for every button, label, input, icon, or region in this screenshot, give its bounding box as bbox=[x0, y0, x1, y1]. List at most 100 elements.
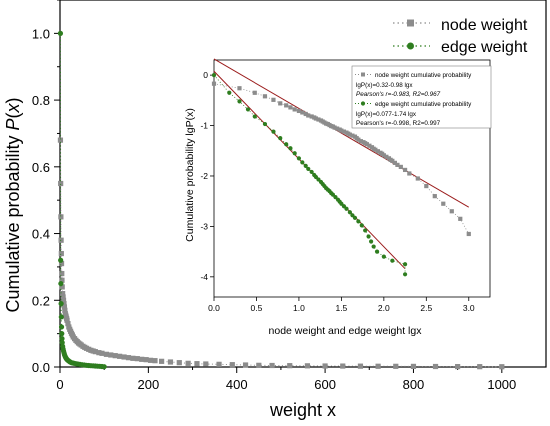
main-point-edge-weight bbox=[58, 301, 64, 307]
inset-x-tick-label: 1.5 bbox=[335, 303, 347, 313]
main-point-edge-weight bbox=[59, 331, 65, 337]
inset-point-node-weight-cumulative-probability bbox=[313, 116, 319, 121]
main-point-node-weight bbox=[176, 360, 182, 366]
inset-point-edge-weight-cumulative-probability bbox=[402, 272, 408, 277]
inset-point-edge-weight-cumulative-probability bbox=[288, 146, 293, 151]
inset-point-edge-weight-cumulative-probability bbox=[237, 99, 242, 104]
main-legend-item-node-weight: node weight bbox=[393, 17, 528, 34]
main-y-axis-label: Cumulative probability P(x) bbox=[3, 97, 23, 312]
inset-series-edge-weight bbox=[211, 73, 408, 277]
main-y-axis-label-var: x bbox=[3, 102, 23, 113]
inset-point-edge-weight-cumulative-probability bbox=[356, 219, 361, 224]
main-point-node-weight bbox=[99, 350, 105, 356]
inset-point-node-weight-cumulative-probability bbox=[402, 167, 408, 173]
main-x-tick-label: 800 bbox=[403, 377, 425, 392]
inset-y-axis: 0 -1 -2 -3 -4 bbox=[200, 70, 214, 282]
inset-point-node-weight-cumulative-probability bbox=[332, 125, 337, 130]
main-point-node-weight bbox=[61, 301, 67, 307]
inset-point-node-weight-cumulative-probability bbox=[375, 149, 381, 154]
main-point-edge-weight bbox=[58, 324, 65, 330]
inset-point-node-weight-cumulative-probability bbox=[292, 107, 297, 112]
inset-point-node-weight-cumulative-probability bbox=[288, 105, 293, 110]
inset-fit-line-node-weight-cumulative-probability bbox=[213, 58, 470, 208]
inset-point-node-weight-cumulative-probability bbox=[466, 231, 471, 237]
main-point-node-weight bbox=[58, 214, 64, 220]
inset-point-node-weight-cumulative-probability bbox=[367, 143, 372, 148]
inset-point-edge-weight-cumulative-probability bbox=[245, 107, 251, 112]
main-x-tick-label: 400 bbox=[226, 377, 248, 392]
main-legend-label-node-weight: node weight bbox=[441, 17, 528, 34]
inset-point-node-weight-cumulative-probability bbox=[458, 216, 463, 221]
inset-point-node-weight-cumulative-probability bbox=[252, 90, 257, 95]
inset-legend-item-node: node weight cumulative probability bbox=[355, 72, 472, 79]
inset-point-edge-weight-cumulative-probability bbox=[300, 160, 305, 165]
inset-point-edge-weight-cumulative-probability bbox=[347, 210, 352, 215]
inset-point-node-weight-cumulative-probability bbox=[347, 132, 352, 137]
inset-x-tick-label: 1.0 bbox=[293, 303, 305, 313]
inset-point-node-weight-cumulative-probability bbox=[373, 147, 378, 152]
main-point-node-weight bbox=[121, 354, 127, 360]
inset-point-edge-weight-cumulative-probability bbox=[402, 262, 408, 267]
inset-y-tick-label: 0 bbox=[203, 70, 208, 80]
inset-point-node-weight-cumulative-probability bbox=[296, 108, 302, 114]
inset-y-axis-label: Cumulative probability lgP(x) bbox=[184, 108, 196, 242]
inset-point-node-weight-cumulative-probability bbox=[358, 139, 364, 144]
inset-point-edge-weight-cumulative-probability bbox=[352, 215, 358, 220]
inset-point-edge-weight-cumulative-probability bbox=[252, 114, 257, 119]
inset-point-node-weight-cumulative-probability bbox=[211, 81, 217, 86]
main-point-node-weight bbox=[147, 357, 154, 363]
inset-point-edge-weight-cumulative-probability bbox=[296, 156, 302, 161]
inset-point-node-weight-cumulative-probability bbox=[356, 137, 361, 142]
main-point-node-weight bbox=[96, 350, 102, 356]
inset-point-node-weight-cumulative-probability bbox=[300, 110, 305, 115]
main-point-node-weight bbox=[59, 284, 65, 290]
main-point-node-weight bbox=[152, 358, 158, 364]
main-series-edge-weight bbox=[57, 30, 107, 370]
main-x-tick-label: 0 bbox=[56, 377, 63, 392]
inset-point-node-weight-cumulative-probability bbox=[395, 162, 400, 167]
main-point-node-weight bbox=[229, 362, 235, 368]
inset-point-node-weight-cumulative-probability bbox=[341, 129, 347, 134]
inset-point-node-weight-cumulative-probability bbox=[339, 128, 344, 133]
inset-point-edge-weight-cumulative-probability bbox=[271, 129, 276, 134]
main-point-node-weight bbox=[92, 349, 98, 355]
inset-legend-box bbox=[351, 65, 492, 129]
inset-point-edge-weight-cumulative-probability bbox=[227, 90, 232, 95]
main-point-node-weight bbox=[58, 250, 64, 257]
inset-point-node-weight-cumulative-probability bbox=[449, 209, 454, 214]
inset-point-edge-weight-cumulative-probability bbox=[211, 73, 217, 78]
inset-point-node-weight-cumulative-probability bbox=[303, 111, 308, 117]
main-y-tick-label: 0.0 bbox=[32, 360, 50, 375]
main-point-node-weight bbox=[112, 353, 118, 359]
main-point-node-weight bbox=[143, 357, 149, 363]
inset-point-node-weight-cumulative-probability bbox=[364, 142, 369, 147]
main-point-edge-weight bbox=[57, 30, 64, 36]
main-point-node-weight bbox=[432, 363, 439, 370]
main-legend-swatch-marker-edge-weight bbox=[407, 42, 414, 50]
main-y-tick-label: 1.0 bbox=[32, 26, 50, 41]
inset-point-node-weight-cumulative-probability bbox=[350, 133, 355, 138]
main-point-edge-weight bbox=[101, 364, 107, 370]
inset-x-tick-label: 0.0 bbox=[208, 303, 220, 313]
inset-y-tick-label: -1 bbox=[200, 121, 208, 131]
inset-series-line-edge-weight-cumulative-probability bbox=[213, 74, 406, 275]
inset-point-node-weight-cumulative-probability bbox=[306, 113, 311, 118]
main-point-node-weight bbox=[269, 362, 275, 369]
inset-legend-swatch-marker-edge bbox=[360, 101, 366, 106]
main-y-tick-label: 0.6 bbox=[32, 160, 50, 175]
inset-legend-item-edge: edge weight cumulative probability bbox=[355, 101, 472, 108]
main-legend-item-edge-weight: edge weight bbox=[393, 39, 528, 56]
inset-point-node-weight-cumulative-probability bbox=[335, 126, 340, 131]
main-point-node-weight bbox=[59, 277, 65, 283]
main-point-node-weight bbox=[59, 270, 65, 277]
inset-point-edge-weight-cumulative-probability bbox=[369, 239, 374, 244]
main-point-node-weight bbox=[61, 304, 68, 310]
inset-point-node-weight-cumulative-probability bbox=[262, 94, 268, 99]
inset-point-edge-weight-cumulative-probability bbox=[359, 223, 364, 228]
main-point-node-weight bbox=[117, 353, 123, 359]
main-y-tick-label: 0.8 bbox=[32, 93, 50, 108]
main-y-axis: 0.0 0.2 0.4 0.6 0.8 1.0 bbox=[32, 0, 60, 375]
inset-legend-stats-edge: Pearson's r=-0.998, R2=0.997 bbox=[356, 120, 441, 127]
main-y-axis-label-paren-open: ( bbox=[3, 112, 23, 118]
